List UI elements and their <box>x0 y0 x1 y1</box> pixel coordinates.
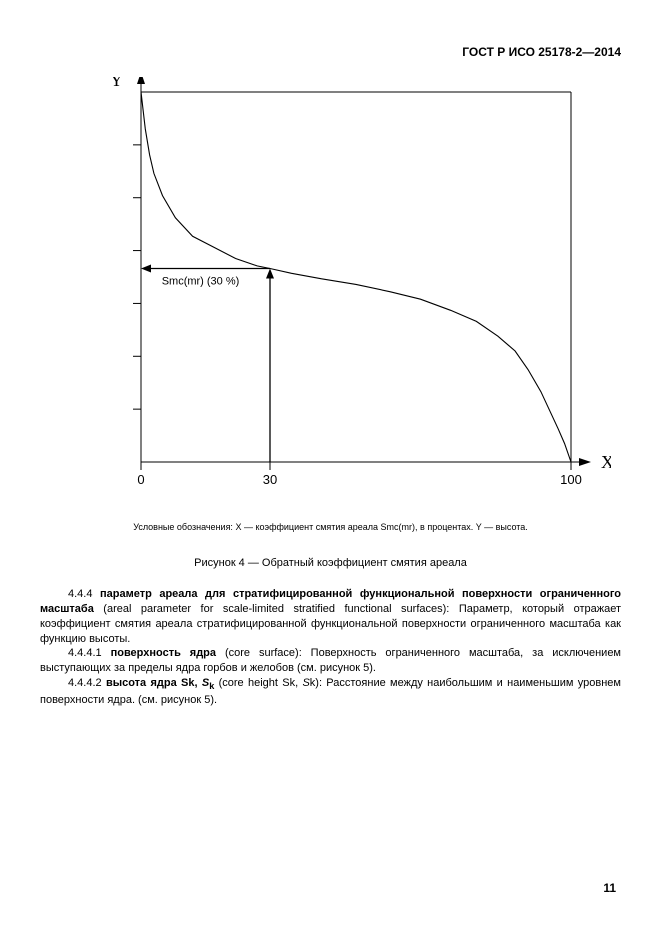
svg-text:0: 0 <box>137 472 144 487</box>
svg-text:Smc(mr) (30 %): Smc(mr) (30 %) <box>161 275 239 287</box>
doc-standard: ГОСТ Р ИСО 25178-2—2014 <box>40 45 621 59</box>
svg-text:Y: Y <box>110 77 123 90</box>
page-number: 11 <box>603 881 616 895</box>
body-text: 4.4.4 параметр ареала для стратифицирова… <box>40 587 621 707</box>
svg-text:100: 100 <box>560 472 582 487</box>
svg-text:30: 30 <box>262 472 276 487</box>
svg-text:X: X <box>601 452 611 472</box>
figure-caption: Условные обозначения: X — коэффициент см… <box>40 522 621 532</box>
figure-4: 0 30 100 Y X Smc(mr) (30 %) <box>51 77 611 497</box>
para-4-4-4-2: 4.4.4.2 высота ядра Sk, Sk (core height … <box>40 676 621 707</box>
figure-label: Рисунок 4 — Обратный коэффициент смятия … <box>40 557 621 569</box>
para-4-4-4: 4.4.4 параметр ареала для стратифицирова… <box>40 587 621 646</box>
para-4-4-4-1: 4.4.4.1 поверхность ядра (core surface):… <box>40 646 621 676</box>
